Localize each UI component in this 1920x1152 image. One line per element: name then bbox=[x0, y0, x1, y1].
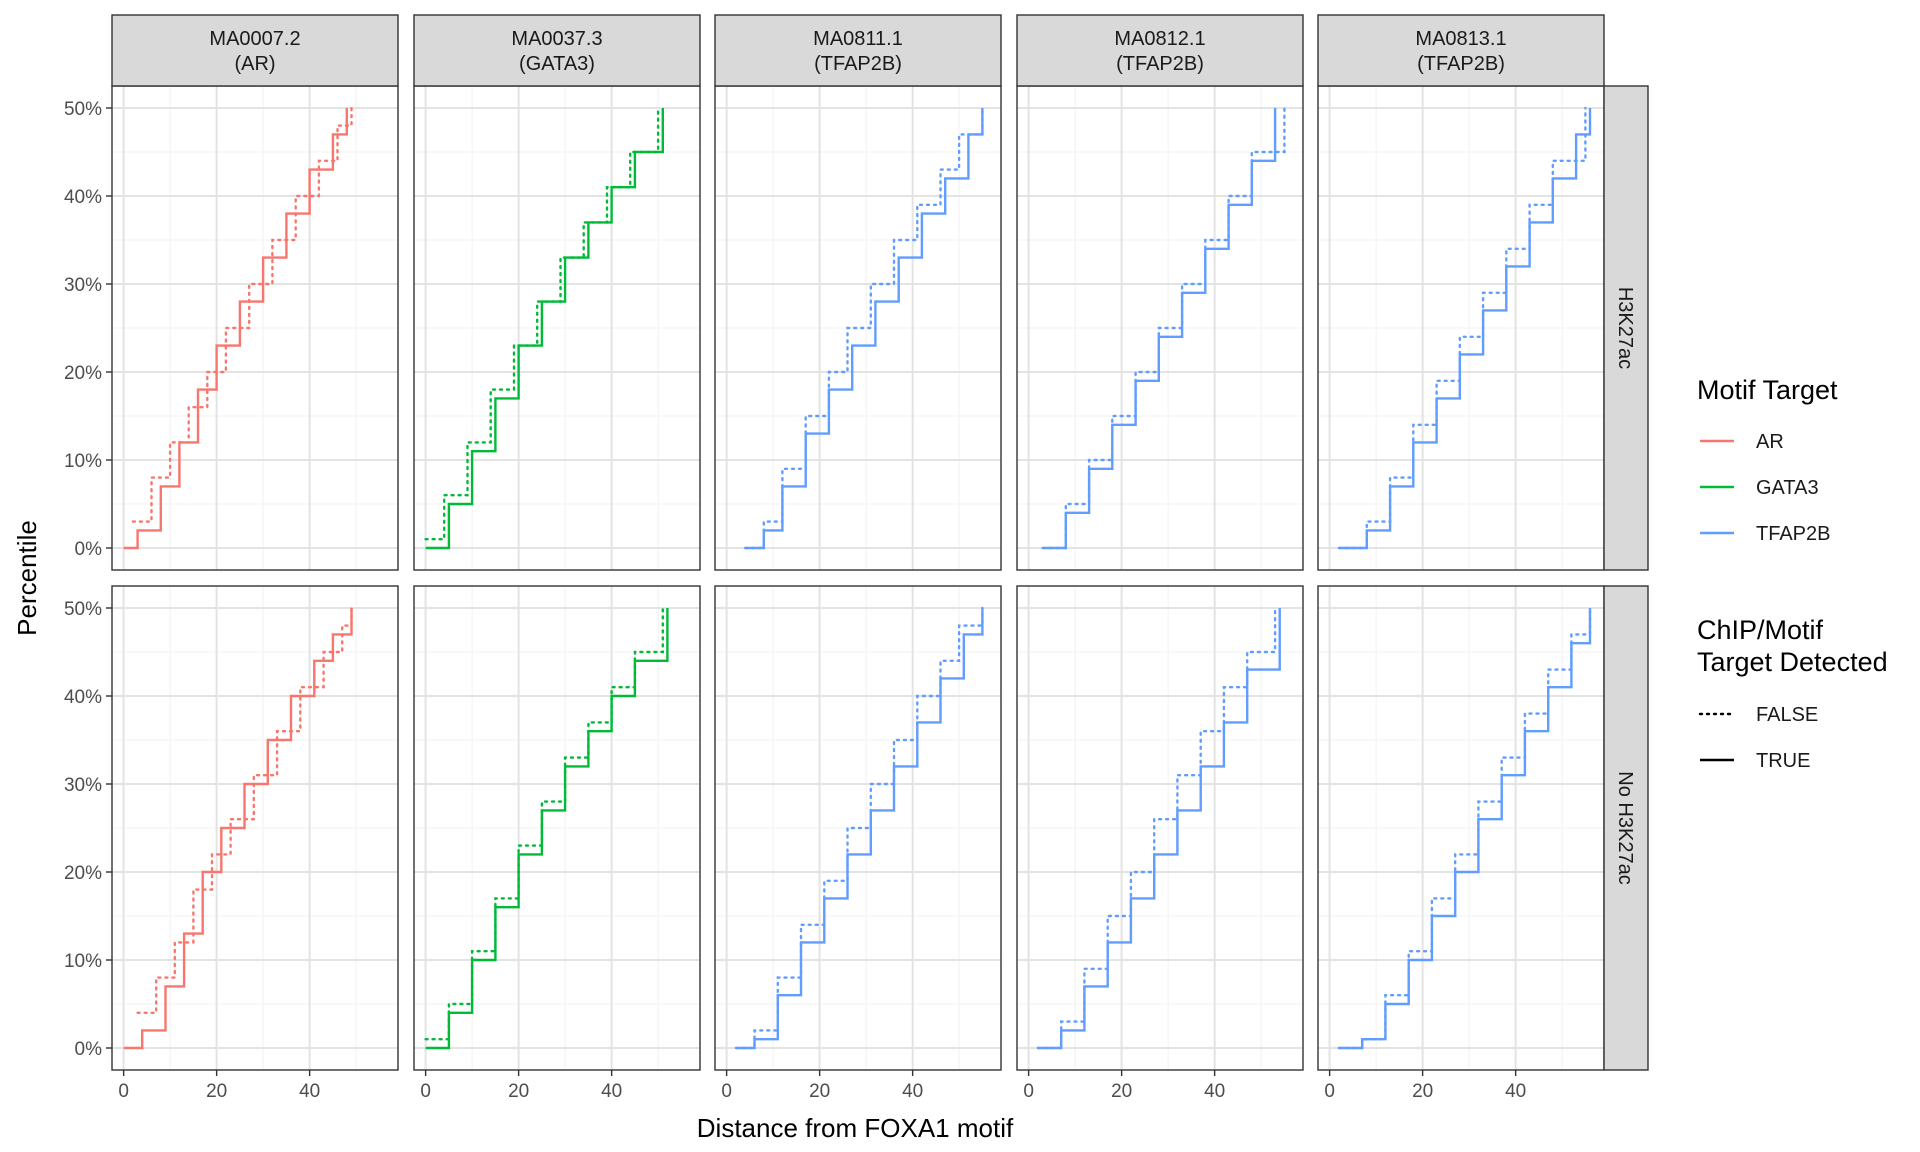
strip-label-line2: (TFAP2B) bbox=[1116, 53, 1204, 75]
legend-linetype-items: FALSE TRUE bbox=[1698, 704, 1818, 772]
strip-label-line1: MA0811.1 bbox=[813, 28, 903, 50]
panel-border bbox=[1016, 585, 1304, 1071]
legend-color-label: TFAP2B bbox=[1756, 523, 1830, 545]
y-tick-label: 20% bbox=[64, 863, 102, 884]
strip-label: H3K27ac bbox=[1614, 287, 1636, 369]
y-tick-label: 0% bbox=[75, 1039, 103, 1060]
x-tick-label: 0 bbox=[118, 1081, 129, 1102]
legend-color-items: AR GATA3 TFAP2B bbox=[1700, 431, 1830, 545]
legend-color-label: AR bbox=[1756, 431, 1784, 453]
series-line-false bbox=[424, 106, 660, 541]
series-line-false bbox=[131, 106, 353, 523]
strip-label-line2: (TFAP2B) bbox=[814, 53, 902, 75]
series-line-false bbox=[744, 106, 984, 550]
legend-color-label: GATA3 bbox=[1756, 477, 1819, 499]
strip-top-2: MA0811.1 (TFAP2B) bbox=[714, 14, 1002, 87]
panel-3-1 bbox=[1016, 585, 1304, 1071]
legend-linetype-label: TRUE bbox=[1756, 750, 1810, 772]
y-tick-label: 50% bbox=[64, 99, 102, 120]
x-tick-label: 20 bbox=[809, 1081, 830, 1102]
series-line-false bbox=[1036, 606, 1277, 1050]
strips-layer: MA0007.2 (AR) MA0037.3 (GATA3) MA0811.1 (TFAP… bbox=[111, 14, 1649, 1071]
x-tick-label: 40 bbox=[902, 1081, 923, 1102]
x-tick-label: 0 bbox=[420, 1081, 431, 1102]
y-tick-label: 20% bbox=[64, 363, 102, 384]
series-line-true bbox=[123, 108, 348, 550]
strip-background bbox=[1317, 14, 1605, 87]
series-line-false bbox=[1041, 106, 1286, 550]
strip-top-0: MA0007.2 (AR) bbox=[111, 14, 399, 87]
y-tick-label: 30% bbox=[64, 275, 102, 296]
legend-linetype-title-line2: Target Detected bbox=[1697, 647, 1888, 677]
panel-3-0 bbox=[1016, 85, 1304, 571]
x-tick-label: 20 bbox=[508, 1081, 529, 1102]
x-tick-label: 0 bbox=[721, 1081, 732, 1102]
strip-top-3: MA0812.1 (TFAP2B) bbox=[1016, 14, 1304, 87]
series-line-false bbox=[734, 606, 984, 1050]
strip-background bbox=[1016, 14, 1304, 87]
strip-label-line1: MA0812.1 bbox=[1114, 28, 1205, 50]
x-tick-label: 0 bbox=[1324, 1081, 1335, 1102]
panel-4-0 bbox=[1317, 85, 1605, 571]
y-tick-label: 40% bbox=[64, 187, 102, 208]
x-tick-label: 20 bbox=[1111, 1081, 1132, 1102]
x-tick-label: 20 bbox=[206, 1081, 227, 1102]
y-tick-label: 10% bbox=[64, 951, 102, 972]
strip-background bbox=[413, 14, 701, 87]
strip-label-line2: (GATA3) bbox=[519, 53, 595, 75]
panels-layer bbox=[111, 85, 1605, 1071]
strip-background bbox=[111, 14, 399, 87]
x-tick-label: 40 bbox=[299, 1081, 320, 1102]
series-line-true bbox=[1042, 108, 1277, 550]
strip-label-line1: MA0813.1 bbox=[1415, 28, 1506, 50]
strip-label: No H3K27ac bbox=[1614, 771, 1636, 884]
axes-layer: 0% 10% 20% 30% 40% 50% 0% 10% 20% 30% 40% 50% 0 20 40 0… bbox=[64, 99, 1526, 1102]
y-tick-label: 50% bbox=[64, 599, 102, 620]
y-axis-title: Percentile bbox=[12, 520, 42, 636]
panel-1-1 bbox=[413, 585, 701, 1071]
strip-right-1: No H3K27ac bbox=[1603, 585, 1649, 1071]
x-tick-label: 40 bbox=[601, 1081, 622, 1102]
series-line-false bbox=[1337, 606, 1592, 1050]
strip-background bbox=[714, 14, 1002, 87]
panel-border bbox=[111, 585, 399, 1071]
x-tick-label: 20 bbox=[1412, 1081, 1433, 1102]
legend-linetype-title-line1: ChIP/Motif bbox=[1697, 615, 1824, 645]
panel-2-1 bbox=[714, 585, 1002, 1071]
panel-border bbox=[714, 585, 1002, 1071]
x-tick-label: 40 bbox=[1505, 1081, 1526, 1102]
legend-color-title: Motif Target bbox=[1697, 375, 1838, 405]
panel-0-0 bbox=[111, 85, 399, 571]
panel-border bbox=[413, 585, 701, 1071]
y-tick-label: 0% bbox=[75, 539, 103, 560]
strip-background bbox=[1603, 585, 1649, 1071]
y-tick-label: 40% bbox=[64, 687, 102, 708]
strip-background bbox=[1603, 85, 1649, 571]
x-tick-label: 40 bbox=[1204, 1081, 1225, 1102]
strip-top-4: MA0813.1 (TFAP2B) bbox=[1317, 14, 1605, 87]
series-line-true bbox=[123, 608, 353, 1050]
strip-right-0: H3K27ac bbox=[1603, 85, 1649, 571]
strip-top-1: MA0037.3 (GATA3) bbox=[413, 14, 701, 87]
x-tick-label: 0 bbox=[1023, 1081, 1034, 1102]
strip-label-line1: MA0037.3 bbox=[511, 28, 602, 50]
x-axis-title: Distance from FOXA1 motif bbox=[697, 1113, 1014, 1143]
panel-2-0 bbox=[714, 85, 1002, 571]
series-line-false bbox=[136, 606, 353, 1014]
y-tick-label: 10% bbox=[64, 451, 102, 472]
legend-linetype-label: FALSE bbox=[1756, 704, 1818, 726]
legend: Motif Target AR GATA3 TFAP2B ChIP/Motif Ta… bbox=[1697, 375, 1888, 772]
series-line-false bbox=[1337, 106, 1587, 550]
strip-label-line2: (AR) bbox=[234, 53, 275, 75]
strip-label-line1: MA0007.2 bbox=[209, 28, 300, 50]
panel-4-1 bbox=[1317, 585, 1605, 1071]
panel-1-0 bbox=[413, 85, 701, 571]
y-tick-label: 30% bbox=[64, 775, 102, 796]
strip-label-line2: (TFAP2B) bbox=[1417, 53, 1505, 75]
panel-0-1 bbox=[111, 585, 399, 1071]
series-line-false bbox=[424, 606, 664, 1041]
